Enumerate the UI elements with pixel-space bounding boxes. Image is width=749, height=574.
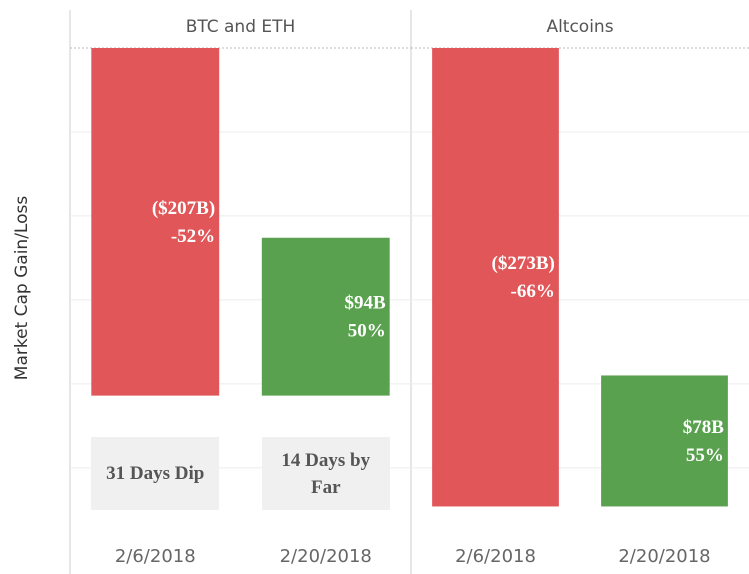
panel-title: BTC and ETH bbox=[186, 17, 296, 37]
x-tick-label: 2/20/2018 bbox=[618, 546, 710, 567]
x-tick-label: 2/6/2018 bbox=[455, 546, 536, 567]
bar bbox=[91, 48, 220, 396]
percent-label: -66% bbox=[511, 281, 555, 302]
percent-label: 50% bbox=[348, 321, 386, 342]
panel-title: Altcoins bbox=[546, 17, 613, 37]
percent-label: -52% bbox=[171, 226, 215, 247]
x-tick-label: 2/6/2018 bbox=[115, 546, 196, 567]
annotation: 14 Days by Far bbox=[261, 437, 390, 510]
annotation-box: 31 Days Dip bbox=[91, 437, 220, 510]
bar bbox=[432, 48, 559, 507]
percent-label: 55% bbox=[686, 445, 724, 466]
annotation-box: 14 Days by Far bbox=[261, 437, 390, 510]
value-label: ($207B) bbox=[152, 198, 215, 219]
value-label: ($273B) bbox=[492, 253, 555, 274]
value-label: $94B bbox=[345, 293, 387, 314]
bar bbox=[601, 375, 728, 507]
y-axis-label: Market Cap Gain/Loss bbox=[12, 196, 32, 381]
annotation: 31 Days Dip bbox=[91, 437, 220, 510]
x-tick-label: 2/20/2018 bbox=[280, 546, 372, 567]
bar bbox=[261, 237, 390, 396]
value-label: $78B bbox=[683, 417, 725, 438]
